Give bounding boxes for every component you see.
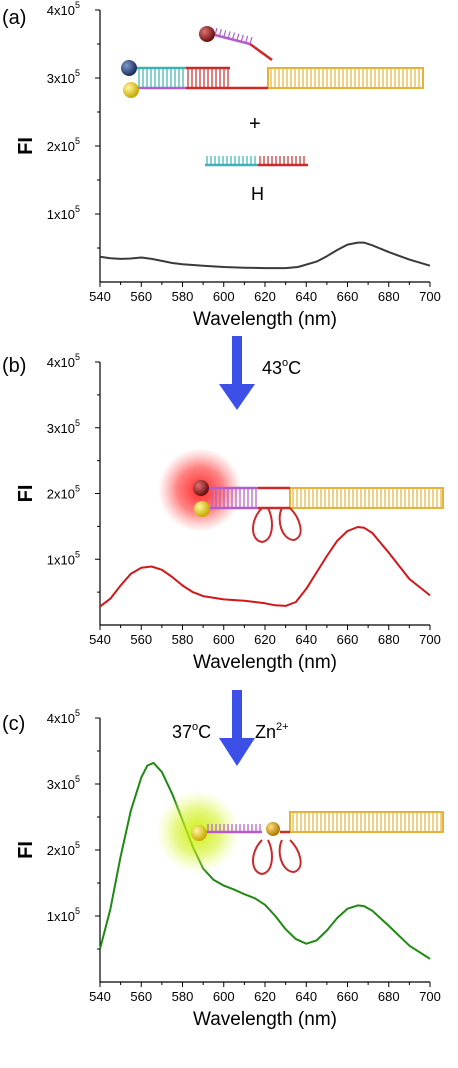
x-tick-label: 680 bbox=[378, 289, 400, 304]
x-tick-label: 640 bbox=[295, 289, 317, 304]
x-tick-label: 560 bbox=[130, 632, 152, 647]
fluorophore-yellow-ball-b bbox=[194, 501, 210, 517]
y-axis-label: FI bbox=[15, 137, 37, 155]
y-tick-label: 1x105 bbox=[47, 549, 80, 567]
quencher-red-ball-b bbox=[193, 480, 209, 496]
panel-b: 540 560 580 600 620 640 660 680 700 1x105 2x105 3x1… bbox=[15, 352, 441, 673]
x-tick-label: 640 bbox=[295, 989, 317, 1004]
orange-ball-c bbox=[266, 822, 280, 836]
panel-label-c: (c) bbox=[2, 713, 25, 735]
x-tick-label: 560 bbox=[130, 289, 152, 304]
x-tick-label: 600 bbox=[213, 989, 235, 1004]
schematic-a-duplex bbox=[136, 66, 424, 90]
y-tick-label: 2x105 bbox=[47, 840, 80, 858]
x-tick-label: 540 bbox=[89, 989, 111, 1004]
transition-arrow-2 bbox=[219, 690, 255, 766]
y-tick-label: 4x105 bbox=[47, 352, 80, 370]
x-tick-label: 580 bbox=[172, 289, 194, 304]
panel-label-a: (a) bbox=[2, 7, 26, 29]
x-tick-label: 680 bbox=[378, 989, 400, 1004]
series-line bbox=[99, 761, 431, 960]
panel-label-b: (b) bbox=[2, 355, 26, 377]
fluorophore-navy-ball bbox=[121, 60, 137, 76]
series-line bbox=[99, 526, 431, 608]
schematic-c-duplex bbox=[205, 811, 444, 876]
plus-sign: + bbox=[249, 113, 261, 135]
x-tick-label: 600 bbox=[213, 289, 235, 304]
x-tick-label: 540 bbox=[89, 632, 111, 647]
fluorophore-yellow-ball-a bbox=[123, 82, 139, 98]
panel-a: 540 560 580 600 620 640 660 680 700 1x105 2x105 3x1… bbox=[15, 0, 441, 330]
y-tick-label: 4x105 bbox=[47, 708, 80, 726]
schematic-h-strand bbox=[205, 156, 308, 167]
x-tick-label: 620 bbox=[254, 632, 276, 647]
fluorophore-yellow-ball-c bbox=[191, 825, 207, 841]
y-tick-label: 1x105 bbox=[47, 906, 80, 924]
x-tick-label: 580 bbox=[172, 989, 194, 1004]
x-tick-label: 660 bbox=[337, 989, 359, 1004]
x-tick-label: 700 bbox=[419, 989, 441, 1004]
condition-temperature-2: 37oC bbox=[172, 721, 211, 742]
y-tick-label: 3x105 bbox=[47, 68, 80, 86]
y-tick-label: 1x105 bbox=[47, 204, 80, 222]
y-tick-label: 4x105 bbox=[47, 0, 80, 18]
x-tick-label: 560 bbox=[130, 989, 152, 1004]
y-tick-label: 3x105 bbox=[47, 774, 80, 792]
x-tick-label: 700 bbox=[419, 632, 441, 647]
h-label: H bbox=[251, 184, 264, 204]
quencher-red-ball-a bbox=[199, 26, 215, 42]
x-tick-label: 640 bbox=[295, 632, 317, 647]
x-tick-label: 700 bbox=[419, 289, 441, 304]
x-tick-label: 680 bbox=[378, 632, 400, 647]
condition-ion: Zn2+ bbox=[255, 721, 289, 742]
y-axis-label: FI bbox=[15, 485, 37, 503]
y-tick-label: 2x105 bbox=[47, 484, 80, 502]
x-tick-label: 580 bbox=[172, 632, 194, 647]
x-axis-label: Wavelength (nm) bbox=[193, 652, 337, 673]
schematic-a-displaced-strand bbox=[214, 27, 273, 62]
x-tick-label: 660 bbox=[337, 289, 359, 304]
x-axis-label: Wavelength (nm) bbox=[193, 1009, 337, 1030]
panel-c: 540 560 580 600 620 640 660 680 700 1x105 2x105 3x1… bbox=[15, 708, 441, 1030]
y-tick-label: 3x105 bbox=[47, 418, 80, 436]
x-tick-label: 660 bbox=[337, 632, 359, 647]
condition-temperature-1: 43oC bbox=[262, 357, 301, 378]
x-tick-label: 600 bbox=[213, 632, 235, 647]
y-tick-label: 2x105 bbox=[47, 136, 80, 154]
y-axis-label: FI bbox=[15, 841, 37, 859]
transition-arrow-1 bbox=[219, 336, 255, 410]
x-axis-label: Wavelength (nm) bbox=[193, 309, 337, 330]
schematic-b-duplex bbox=[210, 486, 444, 544]
x-tick-label: 540 bbox=[89, 289, 111, 304]
x-tick-label: 620 bbox=[254, 289, 276, 304]
series-line bbox=[99, 241, 431, 270]
x-tick-label: 620 bbox=[254, 989, 276, 1004]
